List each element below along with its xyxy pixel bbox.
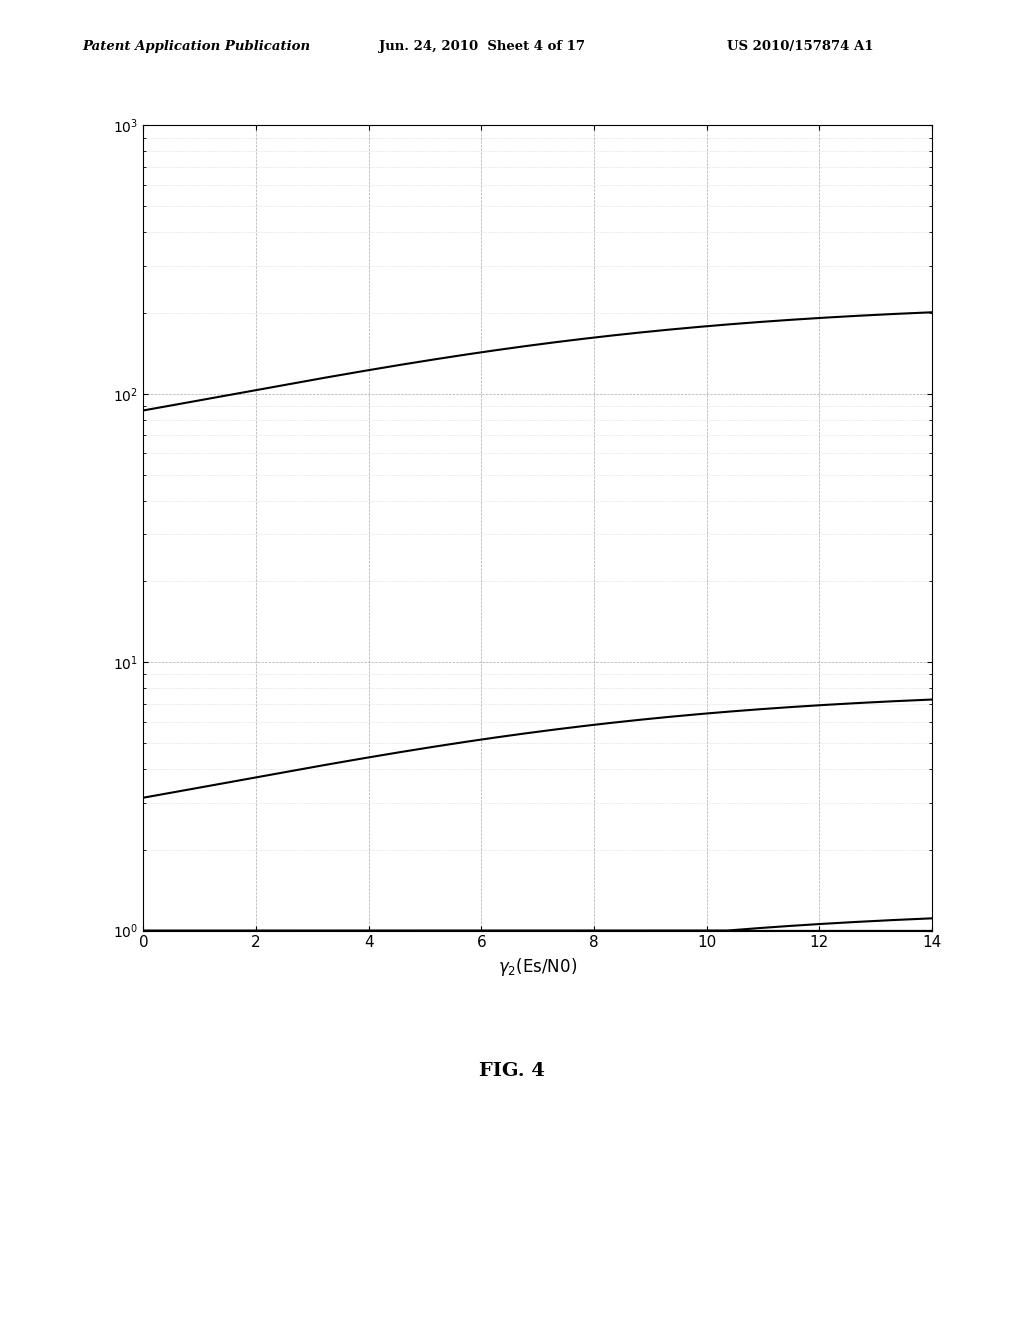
Text: Jun. 24, 2010  Sheet 4 of 17: Jun. 24, 2010 Sheet 4 of 17	[379, 40, 585, 53]
Text: US 2010/157874 A1: US 2010/157874 A1	[727, 40, 873, 53]
X-axis label: $\gamma_2$(Es/N0): $\gamma_2$(Es/N0)	[498, 956, 578, 978]
Text: FIG. 4: FIG. 4	[479, 1061, 545, 1080]
Text: Patent Application Publication: Patent Application Publication	[82, 40, 310, 53]
